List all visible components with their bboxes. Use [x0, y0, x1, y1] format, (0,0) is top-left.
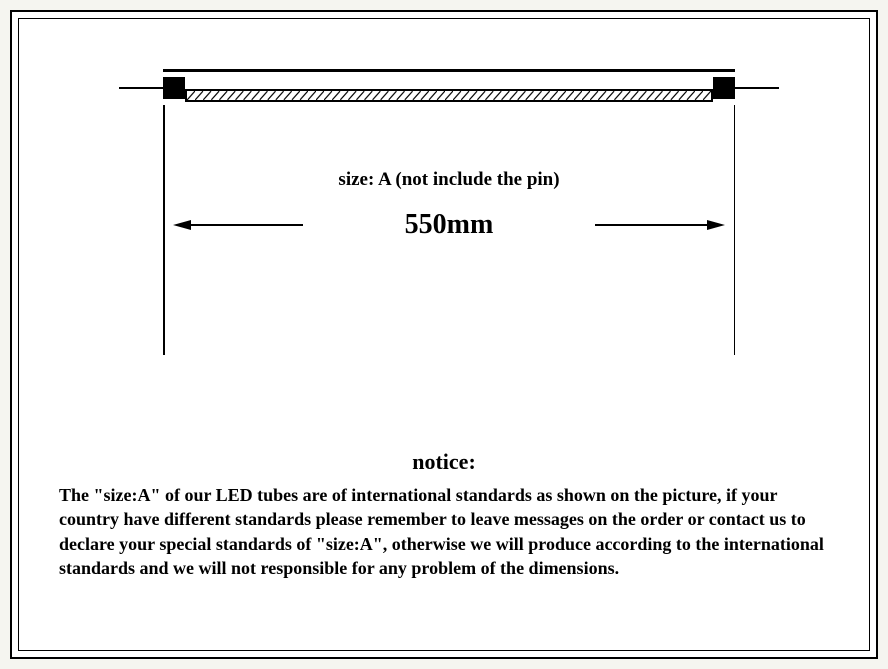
- end-cap-right: [713, 77, 735, 99]
- notice-heading: notice:: [59, 449, 829, 475]
- tube-top-outline: [163, 69, 735, 72]
- size-label: size: A (not include the pin): [139, 169, 759, 191]
- dimension-row: 550mm: [163, 207, 735, 243]
- notice-body: The "size:A" of our LED tubes are of int…: [59, 483, 829, 580]
- tube-body: [185, 89, 713, 102]
- tube-diagram: size: A (not include the pin) 550mm: [139, 39, 759, 359]
- arrow-right-icon: [595, 217, 725, 233]
- end-cap-left: [163, 77, 185, 99]
- hatch-pattern-icon: [187, 91, 711, 100]
- inner-frame: size: A (not include the pin) 550mm noti…: [18, 18, 870, 651]
- outer-frame: size: A (not include the pin) 550mm noti…: [10, 10, 878, 659]
- notice-block: notice: The "size:A" of our LED tubes ar…: [59, 449, 829, 580]
- connector-pin-right: [735, 87, 779, 89]
- connector-pin-left: [119, 87, 163, 89]
